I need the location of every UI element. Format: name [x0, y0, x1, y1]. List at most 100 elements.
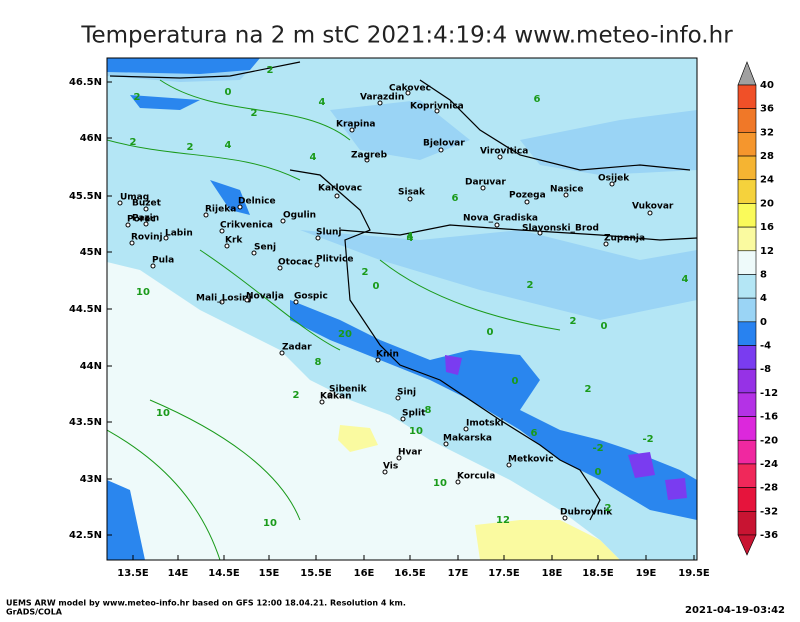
- colorbar-swatch: [737, 155, 757, 181]
- contour-label: -2: [592, 443, 603, 454]
- contour-label: 6: [452, 193, 459, 204]
- city-dot: [163, 235, 169, 241]
- city-dot: [407, 196, 413, 202]
- contour-label: 6: [531, 428, 538, 439]
- colorbar-label: 32: [760, 127, 774, 138]
- colorbar-label: 40: [760, 80, 774, 91]
- city-label: Split: [402, 409, 426, 419]
- city-dot: [280, 218, 286, 224]
- lon-tick-label: 18.5E: [582, 568, 614, 579]
- contour-label: 12: [496, 515, 510, 526]
- contour-label: 2: [267, 65, 274, 76]
- contour-label: 8: [425, 405, 432, 416]
- city-label: Sinj: [397, 388, 416, 398]
- city-label: Delnice: [238, 197, 276, 207]
- city-label: Pula: [152, 256, 174, 266]
- city-dot: [293, 299, 299, 305]
- lat-tick-label: 42.5N: [69, 530, 102, 541]
- city-dot: [395, 395, 401, 401]
- colorbar-label: -32: [760, 506, 778, 517]
- city-dot: [537, 230, 543, 236]
- lat-tick-label: 43N: [80, 474, 102, 485]
- city-label: Kakan: [320, 392, 352, 402]
- city-label: Sibenik: [329, 385, 368, 395]
- city-label: Vukovar: [632, 202, 674, 212]
- contour-label: 0: [601, 321, 608, 332]
- footer-credit: UEMS ARW model by www.meteo-info.hr base…: [6, 599, 406, 608]
- lon-tick-label: 15E: [259, 568, 280, 579]
- warm-region: [338, 425, 620, 560]
- city-label: Makarska: [443, 434, 492, 444]
- city-dot: [382, 469, 388, 475]
- contour-label: 2: [605, 503, 612, 514]
- contour-label: 2: [527, 280, 534, 291]
- city-label: Bjelovar: [423, 139, 465, 149]
- city-dot: [443, 441, 449, 447]
- contour-label: 0: [595, 467, 602, 478]
- colorbar-label: 36: [760, 104, 774, 115]
- colorbar-swatch: [737, 132, 757, 157]
- lat-tick-label: 46N: [80, 133, 102, 144]
- colorbar-label: 20: [760, 198, 774, 209]
- city-label: Knin: [376, 350, 399, 360]
- city-label: Pazin: [132, 214, 159, 224]
- city-dot: [279, 350, 285, 356]
- colorbar-swatch: [737, 84, 757, 109]
- lon-tick-label: 14.5E: [208, 568, 240, 579]
- contour-label: -2: [642, 434, 653, 445]
- colorbar-label: -16: [760, 412, 778, 423]
- colorbar-label: -20: [760, 435, 778, 446]
- city-label: Korcula: [457, 472, 495, 482]
- city-label: Virovitica: [480, 147, 528, 157]
- city-dot: [219, 228, 225, 234]
- city-dot: [251, 250, 257, 256]
- sea: [107, 262, 620, 560]
- colorbar-swatch: [737, 463, 757, 488]
- city-label: Daruvar: [465, 178, 506, 188]
- lat-tick-label: 44N: [80, 361, 102, 372]
- colorbar-label: 16: [760, 222, 774, 233]
- city-dot: [125, 222, 131, 228]
- colorbar-swatch: [737, 250, 757, 275]
- city-label: Rovinj: [131, 233, 163, 243]
- colorbar-label: 24: [760, 175, 774, 186]
- contour-label: 2: [362, 267, 369, 278]
- contour-label: 0: [373, 281, 380, 292]
- contour-label: 6: [534, 94, 541, 105]
- city-label: Otocac: [278, 258, 313, 268]
- colorbar-swatch: [737, 226, 757, 252]
- colorbar-label: 4: [760, 293, 767, 304]
- contour-label: 4: [407, 231, 414, 242]
- city-label: Rijeka: [205, 205, 236, 215]
- city-dot: [375, 357, 381, 363]
- colorbar-swatch: [737, 511, 757, 536]
- lon-tick-label: 19.5E: [678, 568, 710, 579]
- colorbar-label: 8: [760, 269, 767, 280]
- colorbar-swatch: [737, 368, 757, 394]
- city-dot: [364, 157, 370, 163]
- colorbar-swatch: [737, 203, 757, 228]
- city-dot: [563, 192, 569, 198]
- contour-label: 4: [319, 97, 326, 108]
- city-dot: [455, 479, 461, 485]
- city-dot: [327, 392, 333, 398]
- city-dot: [349, 127, 355, 133]
- footer-timestamp: 2021-04-19-03:42: [685, 605, 785, 616]
- city-dot: [396, 455, 402, 461]
- contour-label: 20: [338, 329, 352, 340]
- city-label: Mali_Losinj: [196, 294, 252, 304]
- lon-tick-label: 17E: [448, 568, 469, 579]
- city-dot: [334, 193, 340, 199]
- city-label: Labin: [165, 229, 193, 239]
- colorbar-swatch: [737, 439, 757, 465]
- city-label: Koprivnica: [410, 102, 464, 112]
- city-label: Crikvenica: [220, 221, 273, 231]
- colorbar-label: -28: [760, 483, 778, 494]
- city-dot: [524, 199, 530, 205]
- contour-label: 0: [512, 376, 519, 387]
- colorbar-swatch: [737, 108, 757, 133]
- city-label: Zadar: [282, 343, 312, 353]
- city-dot: [219, 299, 225, 305]
- colorbar-swatch: [737, 487, 757, 512]
